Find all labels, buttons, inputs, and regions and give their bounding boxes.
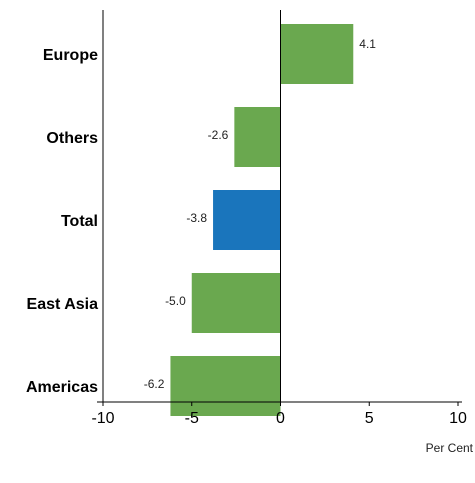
value-label-east-asia: -5.0	[165, 294, 186, 308]
bar-total	[213, 190, 281, 250]
x-ticks-group: -10 -5 0 5 10	[91, 402, 467, 427]
value-label-total: -3.8	[186, 211, 207, 225]
x-tick-label: 10	[449, 410, 467, 427]
x-tick-label: -10	[91, 410, 114, 427]
category-label-total: Total	[61, 213, 98, 230]
value-labels-group: 4.1 -2.6 -3.8 -5.0 -6.2	[144, 37, 377, 391]
x-tick-label: 0	[276, 410, 285, 427]
bar-east-asia	[191, 273, 281, 333]
value-label-europe: 4.1	[359, 37, 376, 51]
bar-americas	[170, 356, 281, 416]
bars-group	[170, 24, 354, 416]
category-labels-group: Europe Others Total East Asia Americas	[26, 47, 98, 396]
value-label-others: -2.6	[208, 128, 229, 142]
category-label-east-asia: East Asia	[27, 296, 99, 313]
x-axis-unit-label: Per Cent	[426, 441, 474, 455]
x-tick-label: 5	[365, 410, 374, 427]
category-label-americas: Americas	[26, 379, 98, 396]
x-tick-label: -5	[185, 410, 199, 427]
category-label-others: Others	[46, 130, 98, 147]
bar-others	[234, 107, 281, 167]
category-label-europe: Europe	[43, 47, 98, 64]
bar-europe	[280, 24, 354, 84]
value-label-americas: -6.2	[144, 377, 165, 391]
